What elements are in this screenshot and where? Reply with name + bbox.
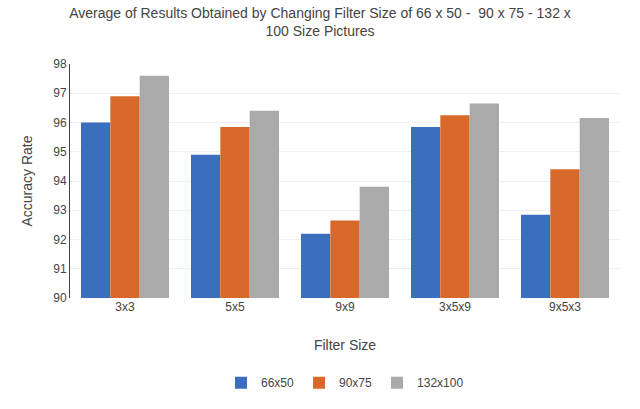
svg-text:9x5x3: 9x5x3: [549, 300, 581, 314]
svg-text:93: 93: [53, 203, 67, 217]
svg-text:97: 97: [53, 86, 67, 100]
svg-text:98: 98: [53, 57, 67, 71]
svg-text:132x100: 132x100: [417, 376, 463, 390]
svg-text:3x3: 3x3: [115, 300, 135, 314]
svg-text:96: 96: [53, 116, 67, 130]
svg-text:92: 92: [53, 233, 67, 247]
svg-text:Average of Results Obtained by: Average of Results Obtained by Changing …: [69, 5, 571, 39]
svg-text:90: 90: [53, 291, 67, 305]
svg-text:Accuracy Rate: Accuracy Rate: [19, 135, 35, 226]
svg-text:Filter Size: Filter Size: [314, 337, 376, 353]
svg-text:9x9: 9x9: [335, 300, 355, 314]
svg-text:95: 95: [53, 145, 67, 159]
svg-text:90x75: 90x75: [339, 376, 372, 390]
svg-text:66x50: 66x50: [261, 376, 294, 390]
svg-text:94: 94: [53, 174, 67, 188]
svg-text:3x5x9: 3x5x9: [439, 300, 471, 314]
svg-text:5x5: 5x5: [225, 300, 245, 314]
svg-text:91: 91: [53, 262, 67, 276]
